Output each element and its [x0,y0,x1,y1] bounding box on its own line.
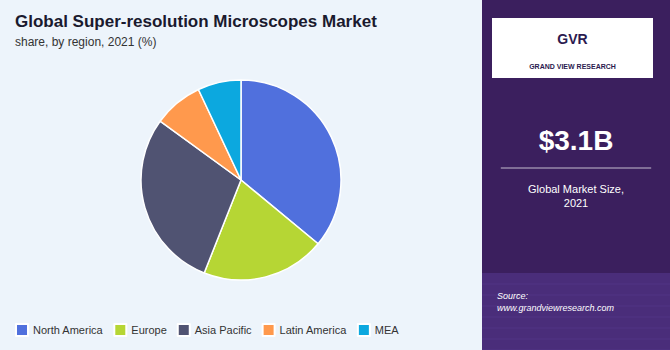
svg-text:Source:: Source: [497,291,529,301]
svg-text:GVR: GVR [557,31,587,47]
svg-text:Latin America: Latin America [280,324,348,336]
svg-text:Asia Pacific: Asia Pacific [195,324,252,336]
svg-text:share, by region, 2021 (%): share, by region, 2021 (%) [15,35,156,49]
svg-text:North America: North America [33,324,104,336]
svg-text:2021: 2021 [564,197,588,209]
svg-text:MEA: MEA [375,324,400,336]
svg-text:www.grandviewresearch.com: www.grandviewresearch.com [497,303,615,313]
svg-text:GRAND VIEW RESEARCH: GRAND VIEW RESEARCH [529,63,616,70]
svg-text:Global Super-resolution Micros: Global Super-resolution Microscopes Mark… [15,12,377,31]
svg-text:$3.1B: $3.1B [539,125,614,156]
svg-text:Global Market Size,: Global Market Size, [528,183,624,195]
svg-text:Europe: Europe [131,324,166,336]
